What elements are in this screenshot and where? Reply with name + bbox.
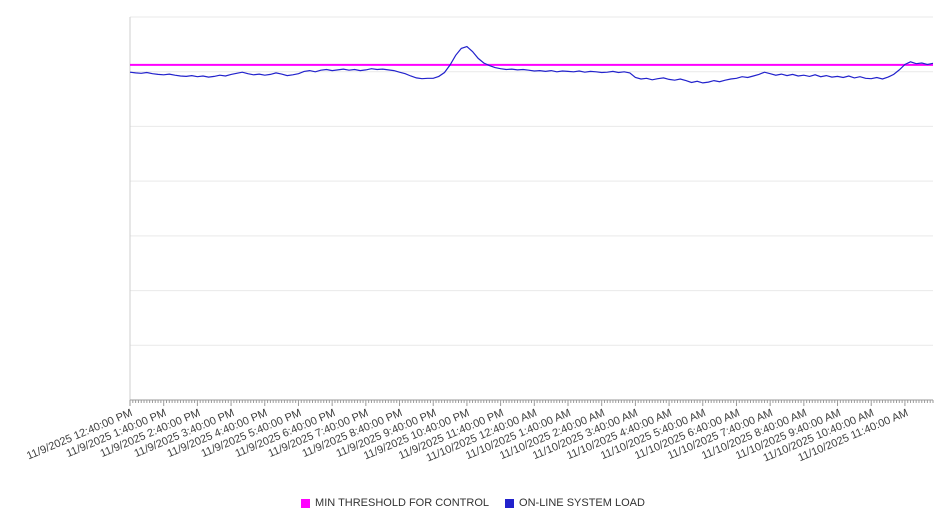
x-axis-label: 11/10/2025 7:40:00 AM — [666, 407, 775, 463]
x-axis-label: 11/10/2025 8:40:00 AM — [699, 407, 809, 463]
x-axis-label: 11/10/2025 5:40:00 AM — [598, 407, 708, 463]
x-axis-label: 11/10/2025 12:40:00 AM — [424, 407, 540, 465]
legend-label: ON-LINE SYSTEM LOAD — [519, 497, 645, 509]
legend-item[interactable]: MIN THRESHOLD FOR CONTROL — [301, 497, 489, 509]
x-axis-label: 11/10/2025 3:40:00 AM — [531, 407, 641, 463]
x-axis-label: 11/9/2025 6:40:00 PM — [233, 407, 337, 461]
x-axis-label: 11/9/2025 5:40:00 PM — [199, 407, 304, 461]
x-axis-label: 11/10/2025 1:40:00 AM — [464, 407, 573, 463]
x-axis-label: 11/10/2025 2:40:00 AM — [497, 407, 607, 463]
x-axis-label: 11/10/2025 10:40:00 AM — [761, 407, 876, 465]
x-axis-label: 11/10/2025 4:40:00 AM — [565, 407, 674, 463]
x-axis-label: 11/10/2025 11:40:00 AM — [796, 407, 910, 465]
x-axis-label: 11/9/2025 2:40:00 PM — [98, 407, 203, 461]
x-axis-label: 11/9/2025 11:40:00 PM — [396, 407, 506, 463]
x-axis-label: 11/9/2025 12:40:00 PM — [25, 407, 135, 463]
x-axis-label: 11/9/2025 3:40:00 PM — [132, 407, 236, 461]
x-axis-label: 11/9/2025 10:40:00 PM — [362, 407, 472, 463]
x-axis-label: 11/9/2025 4:40:00 PM — [165, 407, 270, 461]
system-load-line — [129, 45, 934, 84]
chart-canvas — [129, 16, 934, 406]
x-axis-labels: 11/9/2025 12:40:00 PM 11/9/2025 1:40:00 P… — [0, 407, 946, 502]
legend-label: MIN THRESHOLD FOR CONTROL — [315, 497, 490, 509]
legend-swatch-icon — [505, 498, 515, 508]
x-axis-label: 11/9/2025 9:40:00 PM — [334, 407, 438, 461]
x-axis-label: 11/10/2025 6:40:00 AM — [632, 407, 742, 463]
x-axis-label: 11/9/2025 8:40:00 PM — [300, 407, 405, 461]
legend-swatch-icon — [301, 498, 311, 508]
legend-item[interactable]: ON-LINE SYSTEM LOAD — [505, 497, 645, 509]
x-axis-label: 11/9/2025 1:40:00 PM — [64, 407, 169, 461]
x-axis-label: 11/9/2025 7:40:00 PM — [266, 407, 371, 461]
x-axis-label: 11/10/2025 9:40:00 AM — [733, 407, 843, 463]
chart-legend: MIN THRESHOLD FOR CONTROL ON-LINE SYSTEM … — [0, 497, 946, 509]
